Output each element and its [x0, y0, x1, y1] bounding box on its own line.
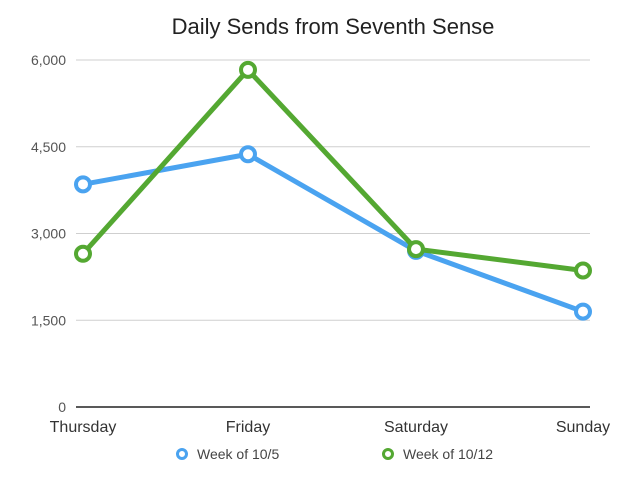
y-tick-label: 3,000: [31, 226, 66, 242]
y-axis-ticks: 0 1,500 3,000 4,500 6,000: [31, 52, 66, 415]
x-axis-ticks: Thursday Friday Saturday Sunday: [50, 419, 610, 436]
legend-marker: [176, 448, 188, 460]
data-point: [74, 244, 92, 263]
series-line: [80, 151, 586, 315]
data-point: [74, 175, 92, 194]
y-tick-label: 1,500: [31, 312, 66, 328]
data-point: [574, 261, 592, 280]
legend-label: Week of 10/5: [197, 446, 279, 462]
legend-label: Week of 10/12: [403, 446, 493, 462]
y-tick-label: 6,000: [31, 52, 66, 68]
data-point: [407, 240, 425, 259]
series-line: [80, 67, 586, 274]
x-tick-label: Friday: [226, 419, 270, 436]
y-tick-label: 0: [58, 399, 66, 415]
x-tick-label: Saturday: [384, 419, 448, 436]
y-tick-label: 4,500: [31, 139, 66, 155]
chart-title: Daily Sends from Seventh Sense: [172, 14, 495, 39]
data-point: [239, 145, 257, 164]
x-tick-label: Thursday: [50, 419, 117, 436]
legend: Week of 10/5 Week of 10/12: [176, 446, 493, 462]
series-layer: [74, 60, 592, 321]
x-tick-label: Sunday: [556, 419, 610, 436]
grid-lines: [76, 59, 590, 408]
data-point: [239, 60, 257, 79]
legend-marker: [382, 448, 394, 460]
data-point: [574, 302, 592, 321]
